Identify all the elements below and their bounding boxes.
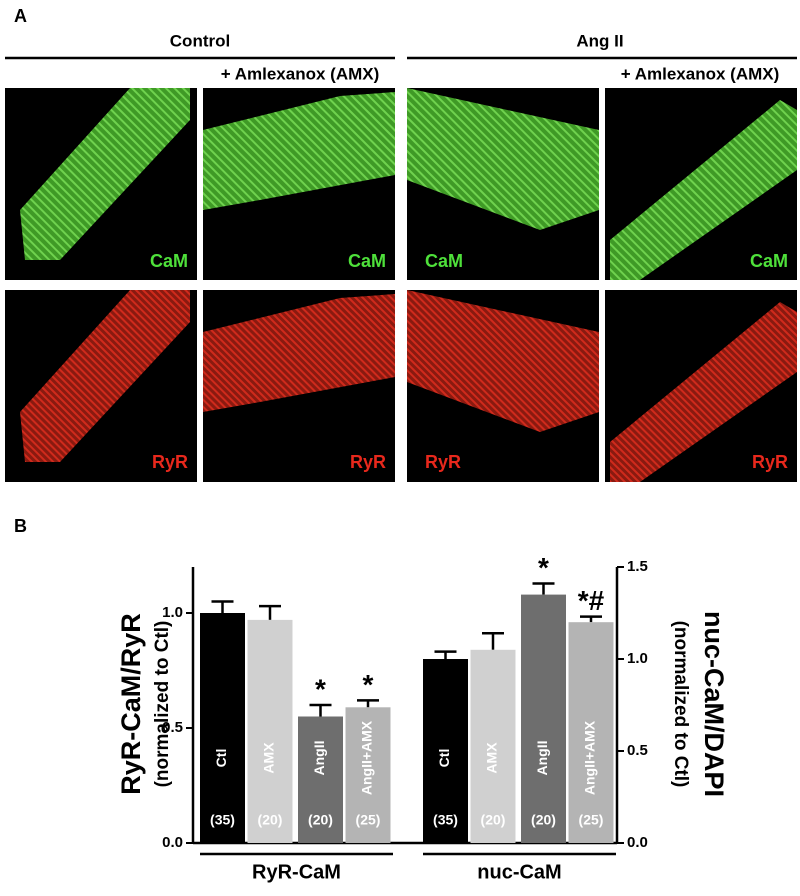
channel-label: RyR bbox=[152, 452, 188, 472]
y2-tick-label: 0.0 bbox=[627, 834, 648, 851]
significance: * bbox=[315, 673, 326, 704]
panel-label: A bbox=[14, 6, 27, 26]
micrographs bbox=[5, 88, 797, 482]
bar bbox=[521, 594, 566, 843]
bar-category-label: AngII bbox=[534, 741, 550, 776]
bar-category-label: AngII bbox=[311, 741, 327, 776]
n-label: (20) bbox=[308, 812, 333, 828]
bar-category-label: Ctl bbox=[436, 749, 452, 768]
n-label: (25) bbox=[356, 812, 381, 828]
bar bbox=[200, 613, 245, 843]
bar bbox=[423, 659, 468, 843]
bar bbox=[298, 716, 343, 843]
y2-tick-label: 1.0 bbox=[627, 650, 648, 667]
treatment-label: + Amlexanox (AMX) bbox=[221, 64, 380, 83]
group-label: Control bbox=[170, 31, 230, 50]
n-label: (35) bbox=[210, 812, 235, 828]
channel-label: CaM bbox=[348, 251, 386, 271]
y-tick-label: 0.0 bbox=[162, 834, 183, 851]
group-label: nuc-CaM bbox=[477, 861, 561, 883]
bar bbox=[470, 649, 516, 843]
channel-label: RyR bbox=[425, 452, 461, 472]
bar bbox=[247, 619, 293, 843]
bar-category-label: Ctl bbox=[213, 749, 229, 768]
significance: *# bbox=[578, 585, 605, 616]
n-label: (20) bbox=[531, 812, 556, 828]
significance: * bbox=[538, 552, 549, 583]
bar bbox=[345, 707, 391, 843]
panel-label: B bbox=[14, 516, 27, 536]
bar-category-label: AngII+AMX bbox=[582, 720, 598, 795]
y-axis-title: RyR-CaM/RyR bbox=[116, 613, 146, 795]
channel-label: RyR bbox=[752, 452, 788, 472]
channel-label: CaM bbox=[425, 251, 463, 271]
y2-tick-label: 1.5 bbox=[627, 558, 648, 575]
bar-category-label: AMX bbox=[261, 742, 277, 774]
channel-label: CaM bbox=[750, 251, 788, 271]
y-tick-label: 0.5 bbox=[162, 719, 183, 736]
n-label: (35) bbox=[433, 812, 458, 828]
bar bbox=[568, 622, 614, 843]
channel-label: CaM bbox=[150, 251, 188, 271]
n-label: (20) bbox=[258, 812, 283, 828]
y-tick-label: 1.0 bbox=[162, 604, 183, 621]
y2-tick-label: 0.5 bbox=[627, 742, 648, 759]
significance: * bbox=[363, 669, 374, 700]
bar-category-label: AngII+AMX bbox=[359, 720, 375, 795]
y2-axis-subtitle: (normalized to Ctl) bbox=[670, 621, 691, 788]
group-label: Ang II bbox=[576, 31, 623, 50]
bar-category-label: AMX bbox=[484, 742, 500, 774]
y-axis-subtitle: (normalized to Ctl) bbox=[152, 621, 173, 788]
treatment-label: + Amlexanox (AMX) bbox=[621, 64, 780, 83]
group-label: RyR-CaM bbox=[252, 861, 341, 883]
n-label: (20) bbox=[481, 812, 506, 828]
channel-label: RyR bbox=[350, 452, 386, 472]
n-label: (25) bbox=[579, 812, 604, 828]
y2-axis-title: nuc-CaM/DAPI bbox=[699, 611, 729, 797]
